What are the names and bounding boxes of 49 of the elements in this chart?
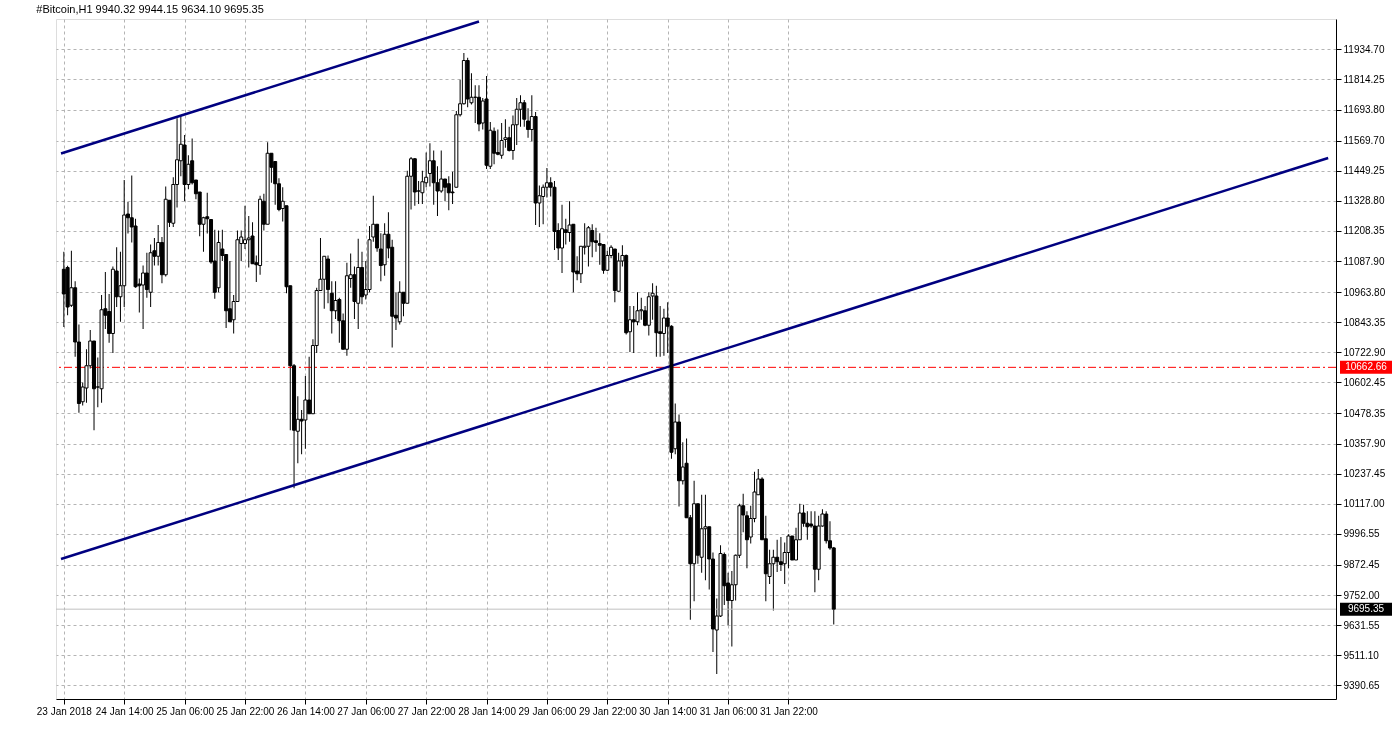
y-tick-label: 9390.65 xyxy=(1343,679,1381,691)
candlestick xyxy=(586,225,591,267)
x-tick-label: 29 Jan 22:00 xyxy=(578,705,638,717)
x-tick-label: 29 Jan 06:00 xyxy=(518,705,577,717)
y-tick-label: 10357.90 xyxy=(1343,438,1386,450)
candlestick xyxy=(590,223,595,258)
y-tick-label: 10478.35 xyxy=(1343,407,1386,419)
candlestick xyxy=(303,375,308,450)
y-tick-label: 11449.25 xyxy=(1343,165,1385,177)
candlestick xyxy=(333,280,338,320)
candlestick xyxy=(492,127,497,165)
y-tick-label: 11208.35 xyxy=(1343,225,1385,237)
x-tick-label: 26 Jan 14:00 xyxy=(276,705,336,717)
x-tick-label: 27 Jan 06:00 xyxy=(337,705,396,717)
y-tick-label: 11328.80 xyxy=(1343,195,1385,207)
y-tick-label: 9511.10 xyxy=(1343,649,1380,661)
ref-line-label: 9695.35 xyxy=(1347,603,1385,615)
ref-line-label: 10662.66 xyxy=(1345,361,1388,373)
x-tick-label: 23 Jan 2018 xyxy=(36,705,93,717)
y-tick-label: 10722.90 xyxy=(1343,346,1386,358)
x-tick-label: 30 Jan 14:00 xyxy=(639,705,698,717)
candlestick xyxy=(560,204,565,274)
candlestick xyxy=(141,265,146,330)
y-tick-label: 9631.55 xyxy=(1343,619,1381,631)
x-tick-label: 24 Jan 14:00 xyxy=(95,705,155,717)
candlestick xyxy=(427,142,432,187)
x-tick-label: 28 Jan 14:00 xyxy=(458,705,517,717)
candlestick xyxy=(446,175,451,211)
chart-title: #Bitcoin,H1 9940.32 9944.15 9634.10 9695.35 xyxy=(36,3,264,15)
candlestick xyxy=(499,122,504,160)
y-tick-label: 9752.00 xyxy=(1343,589,1381,601)
y-tick-label: 11934.70 xyxy=(1343,43,1385,55)
candlestick xyxy=(775,539,780,573)
y-tick-label: 11087.90 xyxy=(1343,255,1385,267)
x-tick-label: 25 Jan 22:00 xyxy=(216,705,275,717)
y-tick-label: 10843.35 xyxy=(1343,316,1386,328)
x-tick-label: 31 Jan 22:00 xyxy=(760,705,819,717)
y-tick-label: 9872.45 xyxy=(1343,559,1381,571)
y-tick-label: 11693.80 xyxy=(1343,104,1385,116)
y-tick-label: 10237.45 xyxy=(1343,468,1386,480)
x-tick-label: 31 Jan 06:00 xyxy=(699,705,758,717)
y-tick-label: 9996.55 xyxy=(1343,528,1381,540)
y-tick-label: 11569.70 xyxy=(1343,135,1385,147)
y-tick-label: 10602.45 xyxy=(1343,376,1386,388)
y-tick-label: 10963.80 xyxy=(1343,286,1386,298)
x-tick-label: 27 Jan 22:00 xyxy=(397,705,456,717)
x-tick-label: 25 Jan 06:00 xyxy=(156,705,215,717)
y-tick-label: 11814.25 xyxy=(1343,73,1385,85)
y-tick-label: 10117.00 xyxy=(1343,498,1385,510)
